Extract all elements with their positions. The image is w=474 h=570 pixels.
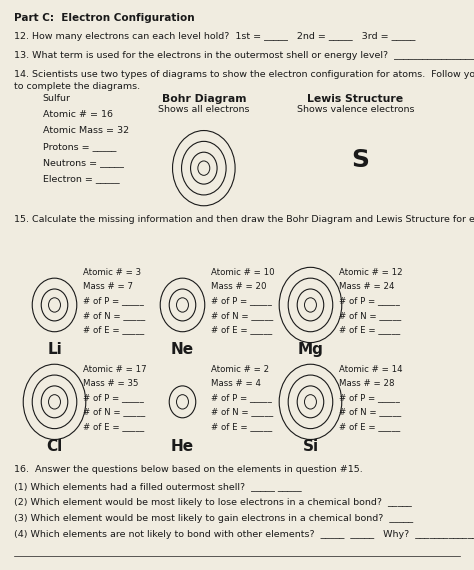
- Text: # of N = _____: # of N = _____: [211, 311, 273, 320]
- Text: Part C:  Electron Configuration: Part C: Electron Configuration: [14, 13, 195, 23]
- Text: Si: Si: [302, 439, 319, 454]
- Text: # of E = _____: # of E = _____: [211, 422, 272, 431]
- Text: # of N = _____: # of N = _____: [83, 408, 145, 417]
- Text: Mass # = 28: Mass # = 28: [339, 379, 394, 388]
- Text: Ne: Ne: [171, 342, 194, 357]
- Text: to complete the diagrams.: to complete the diagrams.: [14, 82, 140, 91]
- Text: Bohr Diagram: Bohr Diagram: [162, 94, 246, 104]
- Text: Mass # = 20: Mass # = 20: [211, 282, 266, 291]
- Text: Lewis Structure: Lewis Structure: [308, 94, 403, 104]
- Text: 13. What term is used for the electrons in the outermost shell or energy level? : 13. What term is used for the electrons …: [14, 51, 474, 60]
- Text: # of P = _____: # of P = _____: [339, 393, 400, 402]
- Text: Mass # = 35: Mass # = 35: [83, 379, 138, 388]
- Text: # of N = _____: # of N = _____: [339, 311, 401, 320]
- Text: 15. Calculate the missing information and then draw the Bohr Diagram and Lewis S: 15. Calculate the missing information an…: [14, 215, 474, 225]
- Text: Mg: Mg: [298, 342, 323, 357]
- Text: Atomic # = 2: Atomic # = 2: [211, 365, 269, 374]
- Text: # of P = _____: # of P = _____: [83, 296, 144, 306]
- Text: # of E = _____: # of E = _____: [339, 422, 400, 431]
- Text: (4) Which elements are not likely to bond with other elements?  _____  _____   W: (4) Which elements are not likely to bon…: [14, 530, 474, 539]
- Text: Atomic Mass = 32: Atomic Mass = 32: [43, 126, 129, 135]
- Text: # of N = _____: # of N = _____: [83, 311, 145, 320]
- Text: # of P = _____: # of P = _____: [339, 296, 400, 306]
- Text: Mass # = 24: Mass # = 24: [339, 282, 394, 291]
- Text: # of P = _____: # of P = _____: [83, 393, 144, 402]
- Text: Shows valence electrons: Shows valence electrons: [297, 105, 414, 115]
- Text: (3) Which element would be most likely to gain electrons in a chemical bond?  __: (3) Which element would be most likely t…: [14, 514, 413, 523]
- Text: # of P = _____: # of P = _____: [211, 393, 272, 402]
- Text: Atomic # = 14: Atomic # = 14: [339, 365, 402, 374]
- Text: Electron = _____: Electron = _____: [43, 174, 119, 183]
- Text: Sulfur: Sulfur: [43, 94, 71, 103]
- Text: (2) Which element would be most likely to lose electrons in a chemical bond?  __: (2) Which element would be most likely t…: [14, 498, 412, 507]
- Text: Mass # = 7: Mass # = 7: [83, 282, 133, 291]
- Text: # of E = _____: # of E = _____: [211, 325, 272, 334]
- Text: Mass # = 4: Mass # = 4: [211, 379, 261, 388]
- Text: 12. How many electrons can each level hold?  1st = _____   2nd = _____   3rd = _: 12. How many electrons can each level ho…: [14, 32, 416, 42]
- Text: Shows all electrons: Shows all electrons: [158, 105, 250, 115]
- Text: S: S: [351, 148, 369, 172]
- Text: Protons = _____: Protons = _____: [43, 142, 116, 151]
- Text: 14. Scientists use two types of diagrams to show the electron configuration for : 14. Scientists use two types of diagrams…: [14, 70, 474, 79]
- Text: Atomic # = 17: Atomic # = 17: [83, 365, 146, 374]
- Text: He: He: [171, 439, 194, 454]
- Text: Atomic # = 16: Atomic # = 16: [43, 110, 113, 119]
- Text: (1) Which elements had a filled outermost shell?  _____ _____: (1) Which elements had a filled outermos…: [14, 482, 302, 491]
- Text: Atomic # = 12: Atomic # = 12: [339, 268, 402, 277]
- Text: # of P = _____: # of P = _____: [211, 296, 272, 306]
- Text: Li: Li: [47, 342, 62, 357]
- Text: # of N = _____: # of N = _____: [211, 408, 273, 417]
- Text: Atomic # = 3: Atomic # = 3: [83, 268, 141, 277]
- Text: # of N = _____: # of N = _____: [339, 408, 401, 417]
- Text: # of E = _____: # of E = _____: [83, 422, 144, 431]
- Text: # of E = _____: # of E = _____: [83, 325, 144, 334]
- Text: # of E = _____: # of E = _____: [339, 325, 400, 334]
- Text: Atomic # = 10: Atomic # = 10: [211, 268, 274, 277]
- Text: Cl: Cl: [46, 439, 63, 454]
- Text: Neutrons = _____: Neutrons = _____: [43, 158, 124, 167]
- Text: 16.  Answer the questions below based on the elements in question #15.: 16. Answer the questions below based on …: [14, 465, 363, 474]
